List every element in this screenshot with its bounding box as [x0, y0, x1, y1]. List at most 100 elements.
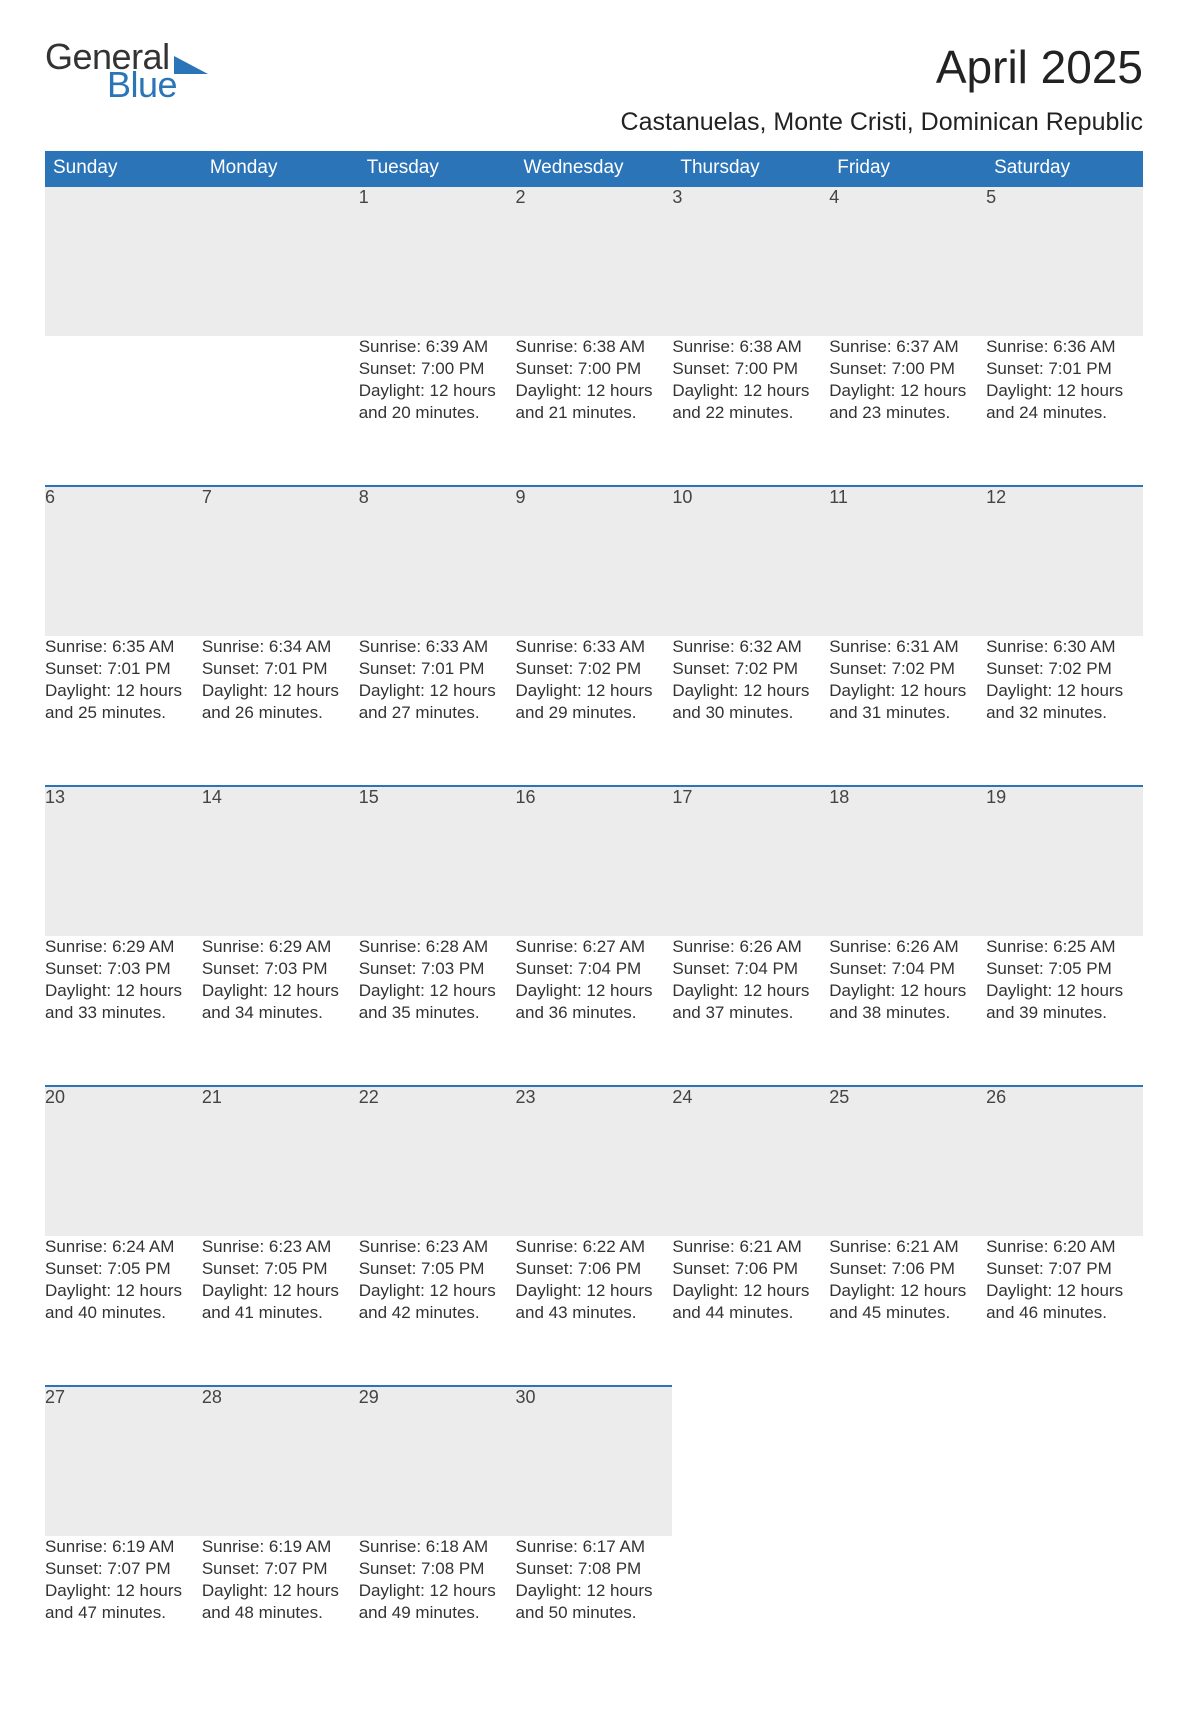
day-cell: Sunrise: 6:24 AMSunset: 7:05 PMDaylight:… — [45, 1236, 202, 1386]
day-number: 9 — [516, 486, 673, 636]
day-number: 28 — [202, 1386, 359, 1536]
day-blank — [672, 1386, 829, 1536]
sunrise-line: Sunrise: 6:33 AM — [359, 636, 516, 658]
day-cell: Sunrise: 6:38 AMSunset: 7:00 PMDaylight:… — [672, 336, 829, 486]
daylight-line: Daylight: 12 hours and 37 minutes. — [672, 980, 829, 1024]
day-cell: Sunrise: 6:26 AMSunset: 7:04 PMDaylight:… — [672, 936, 829, 1086]
day-number: 16 — [516, 786, 673, 936]
day-cell: Sunrise: 6:19 AMSunset: 7:07 PMDaylight:… — [45, 1536, 202, 1686]
daylight-line: Daylight: 12 hours and 21 minutes. — [516, 380, 673, 424]
sunrise-line: Sunrise: 6:38 AM — [516, 336, 673, 358]
day-number: 1 — [359, 186, 516, 336]
day-number: 18 — [829, 786, 986, 936]
day-number: 30 — [516, 1386, 673, 1536]
sunset-line: Sunset: 7:05 PM — [202, 1258, 359, 1280]
sunrise-line: Sunrise: 6:26 AM — [672, 936, 829, 958]
daylight-line: Daylight: 12 hours and 49 minutes. — [359, 1580, 516, 1624]
sunset-line: Sunset: 7:01 PM — [986, 358, 1143, 380]
location-subtitle: Castanuelas, Monte Cristi, Dominican Rep… — [45, 108, 1143, 137]
sunset-line: Sunset: 7:05 PM — [45, 1258, 202, 1280]
day-cell: Sunrise: 6:29 AMSunset: 7:03 PMDaylight:… — [45, 936, 202, 1086]
day-number: 6 — [45, 486, 202, 636]
day-cell: Sunrise: 6:22 AMSunset: 7:06 PMDaylight:… — [516, 1236, 673, 1386]
col-friday: Friday — [829, 151, 986, 186]
day-blank — [202, 186, 359, 336]
daynum-row: 13141516171819 — [45, 786, 1143, 936]
sunrise-line: Sunrise: 6:21 AM — [672, 1236, 829, 1258]
col-wednesday: Wednesday — [516, 151, 673, 186]
sunrise-line: Sunrise: 6:23 AM — [202, 1236, 359, 1258]
sunrise-line: Sunrise: 6:30 AM — [986, 636, 1143, 658]
day-number: 14 — [202, 786, 359, 936]
sunrise-line: Sunrise: 6:39 AM — [359, 336, 516, 358]
day-number: 23 — [516, 1086, 673, 1236]
day-cell — [986, 1536, 1143, 1686]
content-row: Sunrise: 6:19 AMSunset: 7:07 PM Daylight:… — [45, 1536, 1143, 1686]
daylight-line: Daylight: 12 hours and 20 minutes. — [359, 380, 516, 424]
daylight-line: Daylight: 12 hours and 23 minutes. — [829, 380, 986, 424]
daylight-line: Daylight: 12 hours and 24 minutes. — [986, 380, 1143, 424]
sunrise-line: Sunrise: 6:19 AM — [45, 1536, 202, 1558]
sunset-line: Sunset: 7:02 PM — [672, 658, 829, 680]
daylight-line: Daylight: 12 hours and 27 minutes. — [359, 680, 516, 724]
day-number: 7 — [202, 486, 359, 636]
sunset-line: Sunset: 7:00 PM — [359, 358, 516, 380]
sunrise-line: Sunrise: 6:31 AM — [829, 636, 986, 658]
day-number: 2 — [516, 186, 673, 336]
sunset-line: Sunset: 7:06 PM — [516, 1258, 673, 1280]
daylight-line: Daylight: 12 hours and 46 minutes. — [986, 1280, 1143, 1324]
day-cell: Sunrise: 6:17 AMSunset: 7:08 PMDaylight:… — [516, 1536, 673, 1686]
sunset-line: Sunset: 7:08 PM — [359, 1558, 516, 1580]
day-number: 8 — [359, 486, 516, 636]
content-row: Sunrise: 6:39 AMSunset: 7:00 PMDaylight:… — [45, 336, 1143, 486]
daylight-line: Daylight: 12 hours and 42 minutes. — [359, 1280, 516, 1324]
day-number: 12 — [986, 486, 1143, 636]
sunrise-line: Sunrise: 6:24 AM — [45, 1236, 202, 1258]
sunrise-line: Sunrise: 6:36 AM — [986, 336, 1143, 358]
day-number: 25 — [829, 1086, 986, 1236]
day-number: 22 — [359, 1086, 516, 1236]
daylight-line: Daylight: 12 hours and 43 minutes. — [516, 1280, 673, 1324]
daylight-line: Daylight: 12 hours and 45 minutes. — [829, 1280, 986, 1324]
day-cell: Sunrise: 6:34 AMSunset: 7:01 PMDaylight:… — [202, 636, 359, 786]
sunset-line: Sunset: 7:00 PM — [516, 358, 673, 380]
daylight-line: Daylight: 12 hours and 50 minutes. — [516, 1580, 673, 1624]
sunset-line: Sunset: 7:02 PM — [986, 658, 1143, 680]
daylight-line: Daylight: 12 hours and 26 minutes. — [202, 680, 359, 724]
sunset-line: Sunset: 7:05 PM — [359, 1258, 516, 1280]
sunrise-line: Sunrise: 6:37 AM — [829, 336, 986, 358]
daylight-line: Daylight: 12 hours and 32 minutes. — [986, 680, 1143, 724]
daylight-line: Daylight: 12 hours and 30 minutes. — [672, 680, 829, 724]
daylight-line: Daylight: 12 hours and 29 minutes. — [516, 680, 673, 724]
sunset-line: Sunset: 7:06 PM — [829, 1258, 986, 1280]
daylight-line: Daylight: 12 hours and 22 minutes. — [672, 380, 829, 424]
daylight-line: Daylight: 12 hours and 40 minutes. — [45, 1280, 202, 1324]
weekday-header-row: Sunday Monday Tuesday Wednesday Thursday… — [45, 151, 1143, 186]
day-cell: Sunrise: 6:25 AMSunset: 7:05 PMDaylight:… — [986, 936, 1143, 1086]
sunrise-line: Sunrise: 6:21 AM — [829, 1236, 986, 1258]
day-number: 29 — [359, 1386, 516, 1536]
sunrise-line: Sunrise: 6:23 AM — [359, 1236, 516, 1258]
sunset-line: Sunset: 7:07 PM — [986, 1258, 1143, 1280]
col-sunday: Sunday — [45, 151, 202, 186]
day-cell — [202, 336, 359, 486]
daylight-line: Daylight: 12 hours and 39 minutes. — [986, 980, 1143, 1024]
logo: General Blue — [45, 40, 208, 102]
day-number: 20 — [45, 1086, 202, 1236]
day-cell: Sunrise: 6:36 AMSunset: 7:01 PMDaylight:… — [986, 336, 1143, 486]
sunset-line: Sunset: 7:07 PM — [45, 1558, 202, 1580]
day-cell: Sunrise: 6:26 AMSunset: 7:04 PMDaylight:… — [829, 936, 986, 1086]
sunrise-line: Sunrise: 6:28 AM — [359, 936, 516, 958]
col-thursday: Thursday — [672, 151, 829, 186]
content-row: Sunrise: 6:35 AMSunset: 7:01 PMDaylight:… — [45, 636, 1143, 786]
sunset-line: Sunset: 7:04 PM — [829, 958, 986, 980]
day-cell: Sunrise: 6:20 AMSunset: 7:07 PMDaylight:… — [986, 1236, 1143, 1386]
sunset-line: Sunset: 7:03 PM — [359, 958, 516, 980]
day-number: 13 — [45, 786, 202, 936]
sunrise-line: Sunrise: 6:33 AM — [516, 636, 673, 658]
sunset-line: Sunset: 7:04 PM — [516, 958, 673, 980]
sunset-line: Sunset: 7:02 PM — [829, 658, 986, 680]
day-cell: Sunrise: 6:27 AMSunset: 7:04 PMDaylight:… — [516, 936, 673, 1086]
day-cell: Sunrise: 6:32 AMSunset: 7:02 PMDaylight:… — [672, 636, 829, 786]
day-cell: Sunrise: 6:38 AMSunset: 7:00 PMDaylight:… — [516, 336, 673, 486]
